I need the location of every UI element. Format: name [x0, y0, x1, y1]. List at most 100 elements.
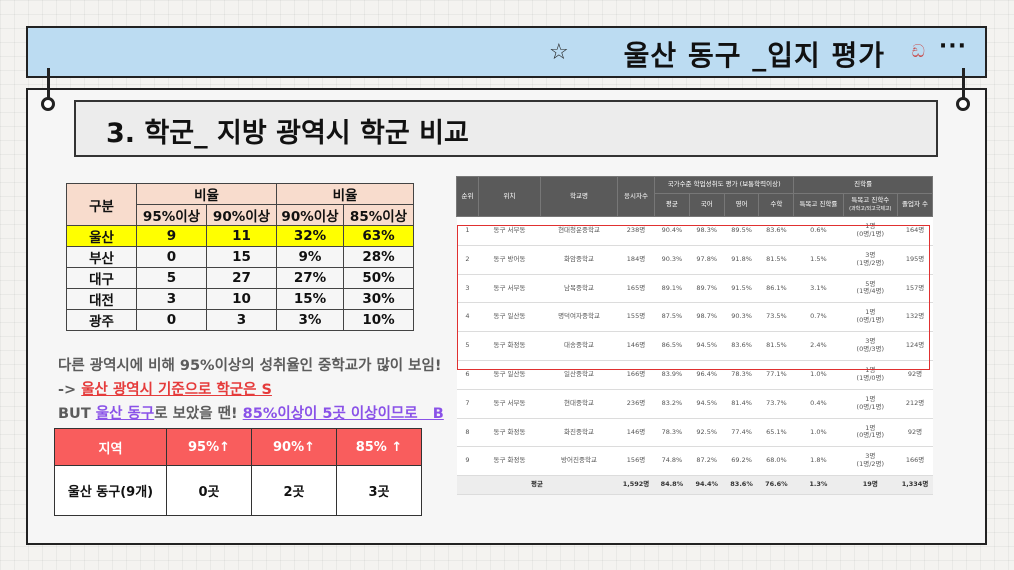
right-binder-post [962, 68, 965, 98]
cell: 9% [276, 246, 344, 268]
city-comparison-table: 구분 비율 비율 95%이상 90%이상 90%이상 85%이상 울산 9 11… [66, 183, 414, 331]
cell: 4 [456, 302, 479, 333]
summary-cell: 2곳 [251, 465, 337, 516]
star-icon: ☆ [549, 40, 569, 65]
cell: 동구 서부동 [478, 216, 541, 246]
cell: 86.5% [654, 331, 690, 361]
cell: 146명 [617, 418, 655, 448]
count-value: 1명 [865, 423, 876, 432]
col-header: 위치 [478, 176, 541, 217]
cell: 89.1% [654, 274, 690, 304]
swirl-icon: ඩ [911, 41, 925, 62]
cell: 89.7% [689, 274, 725, 304]
cell: 238명 [617, 216, 655, 246]
col-header: 순위 [456, 176, 479, 217]
cell: 68.0% [758, 446, 794, 477]
dong-gu-summary-table: 지역 95%↑ 90%↑ 85% ↑ 울산 동구(9개) 0곳 2곳 3곳 [54, 428, 422, 516]
table-row: 대구 5 27 27% 50% [66, 267, 414, 289]
note-line-2: -> 울산 광역시 기준으로 학군은 S [58, 378, 272, 399]
cell: 146명 [617, 331, 655, 361]
cell: 7 [456, 389, 479, 419]
city-name: 광주 [66, 309, 137, 331]
note-prefix: BUT [58, 406, 96, 422]
table-row: 7 동구 서부동 현대중학교 236명 83.2% 94.5% 81.4% 73.7% 0.4%… [456, 389, 933, 419]
cell: 90.3% [654, 245, 690, 275]
cell: 86.1% [758, 274, 794, 304]
right-binder-ring [956, 97, 970, 111]
cell: 1,334명 [897, 475, 933, 496]
cell: 155명 [617, 302, 655, 333]
cell: 0 [136, 309, 207, 331]
cell: 165명 [617, 274, 655, 304]
cell: 236명 [617, 389, 655, 419]
col-group-header: 국가수준 학업성취도 평가 (보통학력이상) [653, 176, 795, 194]
col-header: 졸업자 수 [897, 193, 933, 217]
cell: 69.2% [724, 446, 759, 477]
cell: 78.3% [724, 360, 759, 390]
cell: 27 [206, 267, 277, 289]
cell: 1.8% [793, 446, 844, 477]
cell: 28% [343, 246, 414, 268]
col-header: 영어 [723, 193, 760, 217]
top5-highlight-box [457, 225, 930, 370]
sub-header: 90%이상 [206, 204, 277, 226]
summary-cell: 울산 동구(9개) [54, 465, 167, 516]
cell: 1.0% [793, 360, 844, 390]
cell: 83.2% [654, 389, 690, 419]
table-row: 8 동구 화정동 화진중학교 146명 78.3% 92.5% 77.4% 65.1% 1.0%… [456, 418, 933, 448]
school-ranking-table: 순위 위치 학교명 응시자수 국가수준 학업성취도 평가 (보통학력이상) 진학… [456, 176, 933, 496]
cell: 73.5% [758, 302, 794, 333]
cell: 1명 (1명/0명) [843, 360, 898, 390]
sub-header: 85%이상 [343, 204, 414, 226]
table-row: 6 동구 일산동 일산중학교 166명 83.9% 96.4% 78.3% 77.1% 1.0%… [456, 360, 933, 390]
count-detail: (0명/3명) [856, 345, 885, 354]
count-detail: (0명/1명) [856, 431, 885, 440]
sub-header: 95%이상 [136, 204, 207, 226]
summary-header: 90%↑ [251, 428, 337, 466]
note-highlight-red: 울산 광역시 기준으로 학군은 S [81, 382, 272, 398]
cell: 19명 [843, 475, 898, 496]
cell: 92명 [897, 418, 933, 448]
cell: 87.2% [689, 446, 725, 477]
note-line-3: BUT 울산 동구로 보았을 땐! 85%이상이 5곳 이상이므로 B [58, 402, 444, 423]
count-detail: (0명/1명) [856, 316, 885, 325]
count-detail: (0명/1명) [856, 229, 885, 238]
cell: 9 [456, 446, 479, 477]
cell: 동구 방어동 [478, 245, 541, 275]
cell: 0.4% [793, 389, 844, 419]
cell: 0 [136, 246, 207, 268]
count-detail: (1명/0명) [856, 373, 885, 382]
count-detail: (0명/1명) [856, 402, 885, 411]
note-highlight-purple: 울산 동구 [95, 406, 155, 422]
cell: 3 [136, 288, 207, 310]
cell: 78.3% [654, 418, 690, 448]
cell: 동구 일산동 [478, 302, 541, 333]
cell: 명덕여자중학교 [540, 302, 618, 333]
cell: 132명 [897, 302, 933, 333]
note-mid: 로 보았을 땐! [154, 406, 243, 422]
count-detail: (1명/2명) [856, 258, 885, 267]
col-header: 국어 [688, 193, 725, 217]
cell: 일산중학교 [540, 360, 618, 390]
section-header: 3. 학군_ 지방 광역시 학군 비교 [74, 100, 938, 157]
cell: 92명 [897, 360, 933, 390]
cell: 94.5% [689, 389, 725, 419]
cell: 27% [276, 267, 344, 289]
cell: 2 [456, 245, 479, 275]
col-header: 응시자수 [617, 176, 655, 217]
cell: 83.6% [724, 475, 759, 496]
page-title: 울산 동구 _입지 평가 [623, 39, 885, 72]
table-row: 울산 동구(9개) 0곳 2곳 3곳 [54, 465, 422, 516]
cell: 74.8% [654, 446, 690, 477]
cell: 0.7% [793, 302, 844, 333]
count-detail: (1명/2명) [856, 460, 885, 469]
cell: 84.8% [654, 475, 690, 496]
cell: 3명 (1명/2명) [843, 245, 898, 275]
cell: 184명 [617, 245, 655, 275]
col-group-header: 진학률 [793, 176, 933, 194]
note-grade: B [417, 406, 444, 422]
more-dots-icon[interactable]: ··· [938, 34, 967, 59]
table-row: 울산 9 11 32% 63% [66, 225, 414, 247]
cell: 동구 일산동 [478, 360, 541, 390]
cell: 1.5% [793, 245, 844, 275]
